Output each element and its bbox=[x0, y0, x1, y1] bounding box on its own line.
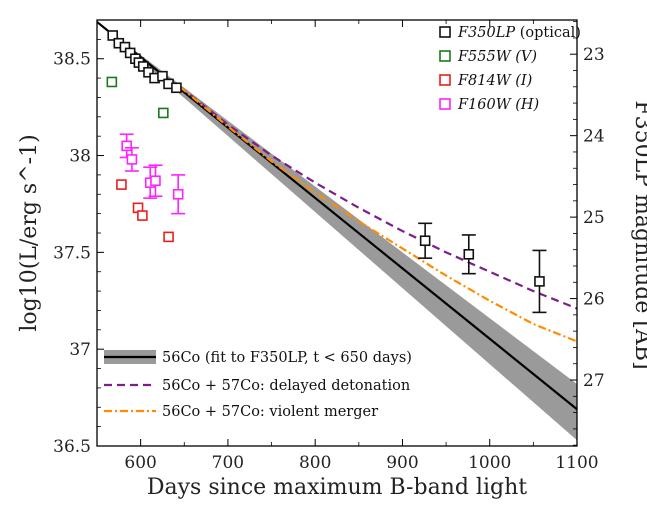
point-f350lp-optical bbox=[157, 70, 168, 82]
legend-f160w: F160W (H) bbox=[457, 97, 539, 113]
point-f160w-h bbox=[121, 140, 132, 152]
point-f160w-h bbox=[150, 175, 161, 187]
x-tick-label: 900 bbox=[386, 453, 418, 473]
x-tick-label: 1000 bbox=[468, 453, 511, 473]
legend-marker-f814w bbox=[439, 74, 451, 86]
point-f555w-v bbox=[106, 76, 118, 88]
right-tick-label: 26 bbox=[583, 290, 605, 310]
right-tick-label: 24 bbox=[583, 127, 605, 147]
legend-co56-fit: 56Co (fit to F350LP, t < 650 days) bbox=[162, 350, 412, 366]
right-tick-label: 23 bbox=[583, 45, 605, 65]
y-tick-label: 38.5 bbox=[53, 50, 91, 70]
legend-marker-f350lp bbox=[439, 26, 451, 38]
point-f160w-h bbox=[172, 188, 184, 200]
y-tick-label: 37 bbox=[69, 340, 91, 360]
y-tick-labels: 36.5 37 37.5 38 38.5 bbox=[53, 50, 91, 457]
fit-uncertainty-band bbox=[97, 21, 577, 441]
line-56co-57co-violent-merger bbox=[179, 85, 578, 343]
right-tick-label: 25 bbox=[583, 208, 605, 228]
point-f350lp-optical bbox=[107, 30, 119, 41]
y-tick-label: 36.5 bbox=[53, 437, 91, 457]
right-tick-label: 27 bbox=[583, 371, 605, 391]
right-axis-label: F350LP magnitude [AB] bbox=[630, 100, 647, 369]
y-tick-label: 38 bbox=[69, 147, 91, 167]
x-tick-label: 600 bbox=[124, 453, 156, 473]
legend-violent-merger: 56Co + 57Co: violent merger bbox=[162, 404, 378, 420]
legend-bottom: 56Co (fit to F350LP, t < 650 days) 56Co … bbox=[104, 350, 412, 420]
x-tick-labels: 600 700 800 900 1000 1100 bbox=[124, 453, 598, 473]
point-f350lp-optical bbox=[419, 235, 431, 247]
legend-delayed-detonation: 56Co + 57Co: delayed detonation bbox=[162, 378, 410, 394]
y-axis-label: log10(L/erg s^-1) bbox=[17, 134, 42, 331]
legend-marker-f160w bbox=[439, 98, 451, 110]
x-tick-label: 800 bbox=[299, 453, 331, 473]
axis-ticks bbox=[96, 20, 578, 447]
y-tick-label: 37.5 bbox=[53, 243, 91, 263]
point-f350lp-optical bbox=[463, 249, 475, 260]
data-points bbox=[106, 30, 547, 314]
right-tick-labels: 23 24 25 26 27 bbox=[583, 45, 605, 391]
point-f160w-h bbox=[126, 154, 138, 165]
point-f350lp-optical bbox=[171, 82, 182, 94]
legend-marker-f555w bbox=[439, 50, 451, 62]
legend-top: F350LP (optical) F555W (V) F814W (I) F16… bbox=[439, 25, 581, 113]
legend-f555w: F555W (V) bbox=[457, 49, 537, 65]
point-f814w-i bbox=[163, 231, 174, 243]
x-tick-label: 700 bbox=[212, 453, 244, 473]
point-f350lp-optical bbox=[534, 276, 545, 287]
point-f814w-i bbox=[137, 210, 148, 221]
band-56co-fit-to-f350lp-t-650-days bbox=[97, 21, 577, 441]
x-axis-label: Days since maximum B-band light bbox=[147, 475, 527, 500]
point-f350lp-optical bbox=[143, 66, 154, 78]
line-56co-57co-delayed-detonation bbox=[179, 85, 578, 310]
x-tick-label: 1100 bbox=[555, 453, 598, 473]
legend-f814w: F814W (I) bbox=[457, 73, 532, 89]
point-f555w-v bbox=[158, 107, 169, 119]
legend-f350lp: F350LP (optical) bbox=[457, 25, 581, 41]
point-f814w-i bbox=[116, 179, 127, 190]
